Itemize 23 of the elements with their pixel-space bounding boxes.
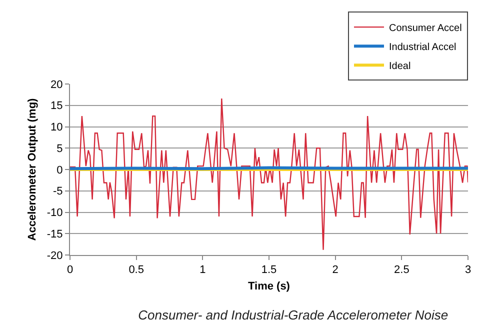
x-tick-label: 2 [332, 264, 338, 276]
y-tick-label: 0 [56, 164, 63, 176]
text: Consumer- and Industrial-Grade Accelerometer Noise [138, 308, 448, 323]
x-axis-title: Time (s) [248, 280, 290, 292]
y-tick-label: 15 [50, 100, 63, 112]
x-tick-label: 0 [66, 264, 74, 276]
y-axis-title: Accelerometer Output (mg) [26, 98, 39, 241]
x-tick-label: 3 [464, 264, 472, 276]
x-tick-label: 1 [200, 264, 206, 276]
y-tick-label: -20 [46, 250, 63, 262]
line-series [70, 98, 468, 250]
y-tick-label: -15 [46, 228, 63, 240]
y-tick-label: -5 [53, 186, 63, 198]
legend-label: Ideal [389, 60, 411, 72]
x-tick-label: 1.5 [261, 264, 277, 276]
x-tick-label: 2.5 [394, 264, 410, 276]
y-tick-label: 10 [50, 122, 63, 134]
legend-label: Industrial Accel [389, 42, 456, 53]
y-tick-label: 5 [56, 142, 63, 155]
y-tick-label: -10 [46, 207, 63, 220]
y-tick-label: 20 [50, 78, 63, 91]
x-tick-label: 0.5 [128, 264, 144, 276]
legend-label: Consumer Accel [389, 22, 462, 34]
